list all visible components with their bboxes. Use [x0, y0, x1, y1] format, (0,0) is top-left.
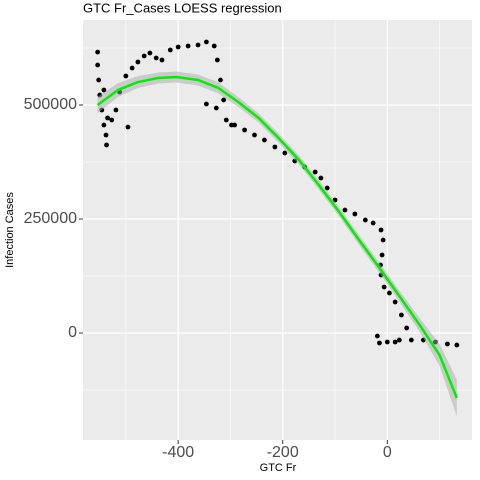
- point: [113, 107, 119, 113]
- point: [386, 290, 392, 296]
- y-tick-label: 500000: [24, 96, 77, 113]
- point: [109, 117, 115, 123]
- point: [384, 339, 390, 345]
- point: [272, 144, 278, 150]
- point: [135, 59, 141, 65]
- point: [203, 101, 209, 107]
- x-axis-label: GTC Fr: [260, 462, 297, 474]
- point: [352, 211, 358, 217]
- point: [362, 217, 368, 223]
- plot-background: [83, 20, 472, 440]
- point: [262, 137, 267, 143]
- point: [392, 339, 398, 345]
- point: [318, 175, 324, 181]
- point: [378, 227, 384, 233]
- point: [175, 44, 181, 50]
- x-tick-label: -400: [162, 444, 194, 461]
- point: [153, 55, 159, 61]
- point: [104, 142, 109, 148]
- y-tick-label: 250000: [24, 210, 77, 227]
- point: [252, 132, 257, 138]
- point: [242, 127, 247, 133]
- point: [392, 299, 398, 305]
- point: [159, 57, 165, 63]
- point: [408, 337, 414, 343]
- point: [282, 150, 288, 156]
- x-tick-label: 0: [383, 444, 392, 461]
- point: [211, 43, 217, 49]
- point: [195, 42, 201, 48]
- point: [105, 115, 110, 121]
- point: [404, 325, 410, 331]
- point: [218, 77, 223, 83]
- point: [96, 77, 102, 83]
- point: [342, 207, 348, 213]
- point: [223, 117, 229, 123]
- x-tick-label: -200: [267, 444, 299, 461]
- point: [454, 342, 460, 348]
- point: [221, 97, 227, 103]
- point: [123, 73, 129, 79]
- y-axis-label: Infection Cases: [4, 192, 16, 268]
- point: [379, 252, 385, 258]
- point: [125, 124, 131, 130]
- confidence-band: [97, 71, 457, 417]
- point: [396, 337, 402, 343]
- loess-line: [96, 75, 458, 399]
- point: [229, 122, 234, 128]
- point: [312, 169, 318, 175]
- point: [147, 50, 153, 56]
- point: [203, 39, 209, 45]
- point: [95, 49, 101, 55]
- point: [141, 53, 147, 59]
- point: [381, 284, 387, 290]
- y-tick-label: 0: [68, 324, 77, 341]
- point: [185, 43, 191, 49]
- point: [377, 340, 382, 346]
- chart-title: GTC Fr_Cases LOESS regression: [83, 0, 282, 15]
- point: [101, 87, 107, 93]
- point: [399, 312, 404, 318]
- point: [445, 341, 450, 347]
- point: [95, 62, 101, 68]
- point: [101, 122, 107, 128]
- point: [167, 47, 173, 53]
- point: [380, 237, 386, 243]
- point: [129, 65, 135, 71]
- point: [103, 132, 109, 138]
- point: [374, 333, 380, 339]
- point: [214, 57, 220, 63]
- point: [213, 105, 219, 111]
- point: [370, 220, 376, 226]
- point: [324, 185, 330, 191]
